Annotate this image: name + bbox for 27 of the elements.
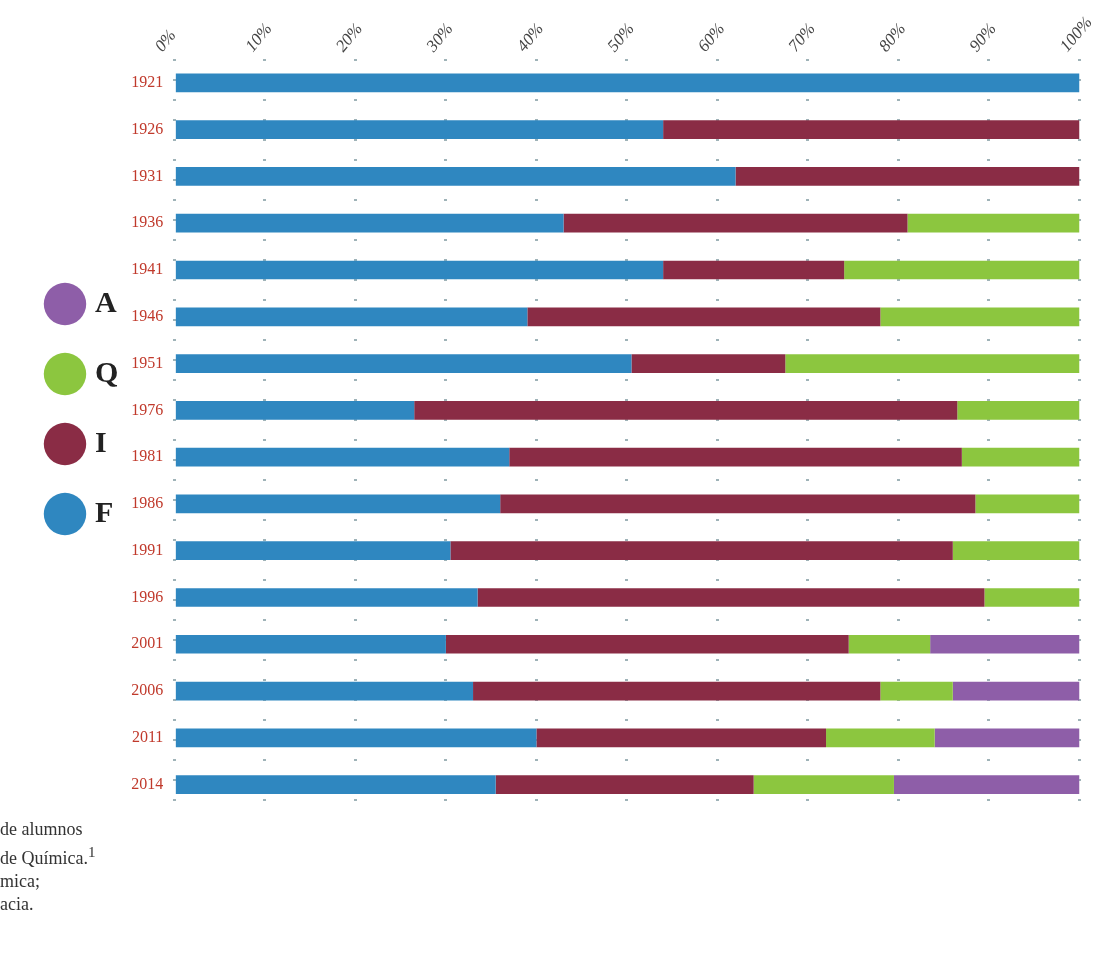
y-tick-label: 1986 [131,494,164,512]
text: acia. [0,893,35,916]
y-tick-label: 1946 [131,307,164,324]
y-tick-label: 2011 [131,728,164,746]
legend-label: A [95,284,117,318]
x-tick-label: 0% [150,25,180,56]
y-tick-label: 1926 [131,119,164,137]
y-tick-label: 1951 [131,353,164,371]
text: de Química.$^{1}$ [0,843,96,870]
y-tick-label: 1996 [131,587,164,605]
x-tick-label: 60% [693,19,729,56]
y-tick-label: 2014 [131,774,164,792]
y-tick-label: 2001 [131,634,164,652]
y-tick-label: 1941 [131,260,164,278]
x-tick-label: 40% [512,19,548,56]
y-tick-label: 1976 [131,400,164,418]
y-tick-label: 1991 [131,540,164,558]
y-tick-label: 1936 [131,213,164,231]
legend-label: F [95,494,114,528]
legend-label: I [95,424,107,458]
y-tick-label: 1921 [131,73,164,91]
y-tick-label: 1981 [131,447,164,465]
y-tick-label: 2006 [131,681,164,699]
text: de alumnos [0,818,84,841]
text: mica; [0,870,41,893]
y-tick-label: 1931 [131,166,164,184]
legend-label: Q [95,354,119,388]
